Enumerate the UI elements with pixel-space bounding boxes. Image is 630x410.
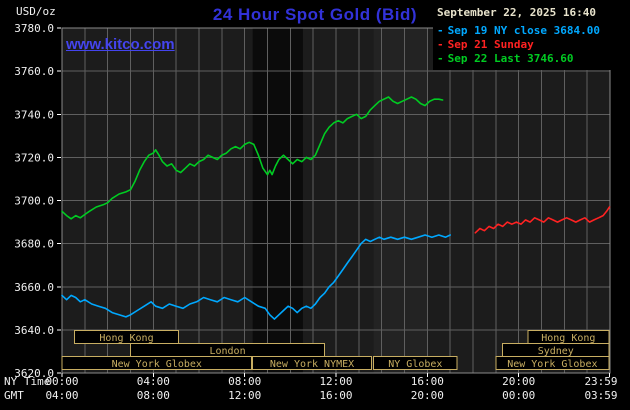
tick-marks: [57, 27, 611, 377]
kitco-watermark-link[interactable]: www.kitco.com: [66, 36, 175, 53]
unit-label: USD/oz: [16, 5, 56, 18]
session-label: New York Globex: [507, 359, 597, 370]
axis-label: 16:00: [319, 389, 352, 402]
axis-label: 08:00: [137, 389, 170, 402]
session-boxes: Hong Kong Hong Kong London Sydney New York G…: [61, 330, 610, 370]
axis-label: 12:00: [319, 375, 352, 388]
axis-label: 03:59: [584, 389, 617, 402]
series-line-sep-22-last: [61, 96, 444, 220]
legend-item: - Sep 22 Last 3746.60: [437, 52, 630, 66]
session-label: Hong Kong: [541, 333, 595, 344]
session-label: Sydney: [538, 346, 574, 357]
series-line-sep-19-ny-close: [61, 234, 452, 320]
session-label: Hong Kong: [99, 333, 153, 344]
grid: [61, 27, 611, 374]
axis-label: 12:00: [228, 389, 261, 402]
session-label: New York NYMEX: [270, 359, 354, 370]
session-label: New York Globex: [112, 359, 202, 370]
axis-label: 3740.0: [14, 108, 54, 121]
legend-item: - Sep 21 Sunday: [437, 38, 630, 52]
axis-label: 3780.0: [14, 22, 54, 35]
axis-label: 20:00: [502, 375, 535, 388]
axis-label: 3620.0: [14, 367, 54, 380]
axis-label: 23:59: [584, 375, 617, 388]
axis-label: 3700.0: [14, 195, 54, 208]
axis-label: 16:00: [411, 375, 444, 388]
series-line-sep-21-sunday: [474, 206, 611, 234]
session-label: London: [209, 346, 245, 357]
axis-label: 3760.0: [14, 65, 54, 78]
legend-dash: -: [437, 52, 444, 65]
chart-timestamp: September 22, 2025 16:40: [437, 6, 596, 19]
axis-label: 08:00: [228, 375, 261, 388]
legend-dash: -: [437, 38, 444, 51]
x-axis-row-name: NY Time: [4, 375, 50, 388]
session-box: [61, 356, 253, 370]
session-box: [495, 356, 610, 370]
axis-label: 3660.0: [14, 281, 54, 294]
session-box: [252, 356, 372, 370]
legend-item: - Sep 19 NY close 3684.00: [437, 24, 630, 38]
axis-label: 00:00: [45, 375, 78, 388]
chart-info-box: September 22, 2025 16:40 - Sep 19 NY clos…: [433, 2, 630, 70]
legend-label: Sep 19 NY close 3684.00: [447, 24, 600, 37]
legend-label: Sep 21 Sunday: [447, 38, 534, 51]
session-box: [74, 330, 179, 344]
legend-label: Sep 22 Last 3746.60: [447, 52, 574, 65]
legend-dash: -: [437, 24, 444, 37]
axis-label: 00:00: [502, 389, 535, 402]
session-label: NY Globex: [388, 359, 442, 370]
x-axis-row-gmt: GMT 04:00 08:00 12:00 16:00 20:00 00:00 03:59: [4, 389, 618, 402]
axis-label: 04:00: [137, 375, 170, 388]
x-axis-row-name: GMT: [4, 389, 24, 402]
session-box: [373, 356, 458, 370]
axis-label: 3720.0: [14, 151, 54, 164]
axis-label: 20:00: [411, 389, 444, 402]
axis-label: 04:00: [45, 389, 78, 402]
axis-label: 3640.0: [14, 324, 54, 337]
y-axis-labels: 3780.0 3760.0 3740.0 3720.0 3700.0 3680.0 3660…: [14, 22, 54, 380]
axis-label: 3680.0: [14, 238, 54, 251]
